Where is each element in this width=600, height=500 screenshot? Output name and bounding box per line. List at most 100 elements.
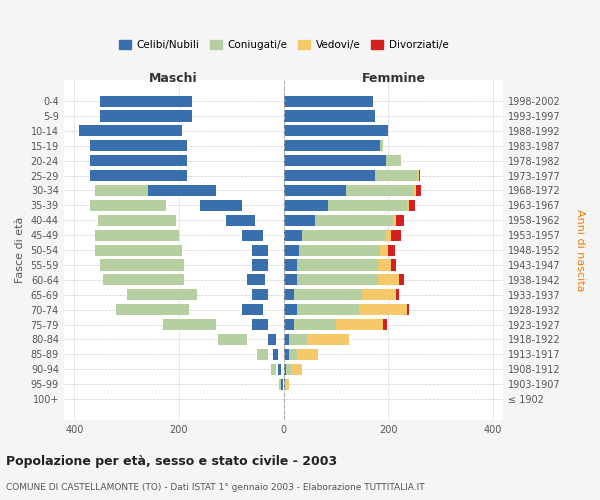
Bar xyxy=(284,214,315,226)
Bar xyxy=(273,349,278,360)
Bar xyxy=(226,214,255,226)
Bar xyxy=(336,319,383,330)
Bar xyxy=(252,289,268,300)
Bar xyxy=(284,185,346,196)
Bar xyxy=(307,334,349,345)
Bar xyxy=(252,260,268,270)
Bar xyxy=(394,214,396,226)
Bar xyxy=(90,200,166,211)
Bar xyxy=(166,274,173,285)
Y-axis label: Fasce di età: Fasce di età xyxy=(15,217,25,284)
Bar xyxy=(378,260,391,270)
Bar xyxy=(284,304,296,316)
Bar xyxy=(280,378,281,390)
Bar xyxy=(179,304,184,316)
Bar xyxy=(179,304,182,316)
Text: Maschi: Maschi xyxy=(149,72,198,85)
Bar xyxy=(218,334,247,345)
Bar xyxy=(100,110,192,122)
Bar xyxy=(268,334,276,345)
Bar xyxy=(299,244,380,256)
Bar xyxy=(284,170,375,181)
Bar xyxy=(284,334,289,345)
Bar xyxy=(375,170,417,181)
Bar xyxy=(278,364,281,375)
Bar xyxy=(164,214,170,226)
Bar xyxy=(271,364,276,375)
Bar xyxy=(284,96,373,106)
Bar xyxy=(158,230,169,241)
Bar xyxy=(284,364,286,375)
Bar xyxy=(407,304,409,316)
Bar xyxy=(284,260,296,270)
Bar xyxy=(167,244,173,256)
Bar xyxy=(98,214,176,226)
Bar xyxy=(272,364,274,375)
Bar xyxy=(186,289,190,300)
Bar xyxy=(284,155,386,166)
Bar xyxy=(242,230,263,241)
Bar xyxy=(391,230,401,241)
Bar xyxy=(95,185,155,196)
Bar xyxy=(284,126,388,136)
Bar xyxy=(359,304,407,316)
Bar xyxy=(296,349,317,360)
Bar xyxy=(242,304,263,316)
Bar xyxy=(252,319,268,330)
Bar xyxy=(181,260,182,270)
Bar xyxy=(380,140,383,151)
Bar xyxy=(284,289,294,300)
Bar xyxy=(103,274,184,285)
Bar xyxy=(380,244,388,256)
Bar xyxy=(205,319,211,330)
Bar xyxy=(292,364,302,375)
Bar xyxy=(362,289,396,300)
Bar xyxy=(419,170,420,181)
Bar xyxy=(178,244,180,256)
Bar xyxy=(415,185,416,196)
Bar xyxy=(386,230,391,241)
Text: Femmine: Femmine xyxy=(361,72,425,85)
Bar xyxy=(172,260,178,270)
Bar xyxy=(396,289,399,300)
Bar xyxy=(95,244,182,256)
Bar xyxy=(148,185,215,196)
Bar xyxy=(284,319,294,330)
Bar xyxy=(284,110,375,122)
Bar xyxy=(247,274,265,285)
Bar xyxy=(226,334,236,345)
Bar xyxy=(346,185,415,196)
Bar xyxy=(179,274,182,285)
Bar xyxy=(79,126,182,136)
Bar xyxy=(147,185,151,196)
Bar xyxy=(257,349,263,360)
Bar xyxy=(396,214,404,226)
Bar xyxy=(200,200,242,211)
Bar xyxy=(127,289,197,300)
Bar xyxy=(284,378,286,390)
Bar xyxy=(391,260,396,270)
Legend: Celibi/Nubili, Coniugati/e, Vedovi/e, Divorziati/e: Celibi/Nubili, Coniugati/e, Vedovi/e, Di… xyxy=(115,36,452,54)
Bar xyxy=(163,319,215,330)
Bar xyxy=(386,155,401,166)
Bar xyxy=(388,244,395,256)
Bar xyxy=(284,140,380,151)
Bar xyxy=(284,244,299,256)
Bar xyxy=(407,200,409,211)
Bar xyxy=(399,274,404,285)
Bar xyxy=(281,378,283,390)
Bar xyxy=(294,289,362,300)
Bar xyxy=(90,155,187,166)
Bar xyxy=(284,349,289,360)
Bar xyxy=(417,170,419,181)
Bar xyxy=(192,289,194,300)
Bar xyxy=(284,200,328,211)
Bar xyxy=(95,230,179,241)
Bar xyxy=(284,274,296,285)
Bar xyxy=(161,155,173,166)
Bar xyxy=(378,274,399,285)
Bar xyxy=(296,274,378,285)
Bar xyxy=(416,185,421,196)
Bar xyxy=(284,230,302,241)
Bar xyxy=(289,349,296,360)
